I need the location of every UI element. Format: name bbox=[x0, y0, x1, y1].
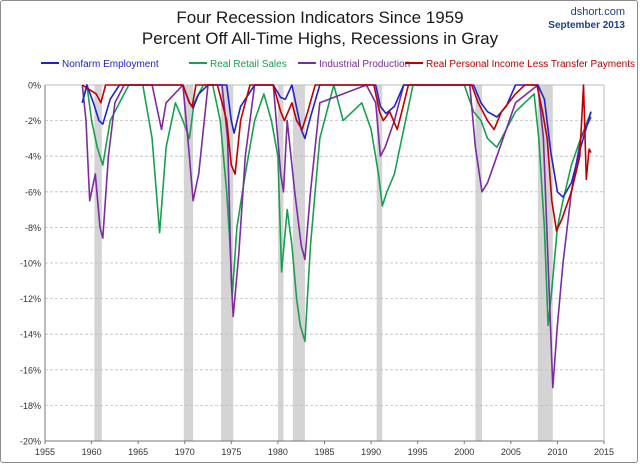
x-tick-label: 1975 bbox=[221, 447, 241, 457]
y-tick-label: -6% bbox=[25, 187, 41, 197]
recession-band-2 bbox=[183, 85, 194, 441]
x-tick-label: 1965 bbox=[128, 447, 148, 457]
legend-item-nonfarm: Nonfarm Employment bbox=[41, 58, 159, 72]
y-tick-label: -18% bbox=[20, 401, 41, 411]
x-tick-label: 1980 bbox=[268, 447, 288, 457]
source-site: dshort.com bbox=[570, 6, 625, 18]
legend-swatch-industrial bbox=[298, 62, 316, 65]
legend-swatch-retail bbox=[189, 62, 207, 65]
recession-band-1 bbox=[94, 85, 102, 441]
x-tick-label: 1990 bbox=[361, 447, 381, 457]
legend-item-retail: Real Retail Sales bbox=[189, 58, 287, 72]
legend-swatch-income bbox=[405, 62, 423, 65]
x-tick-label: 1960 bbox=[82, 447, 102, 457]
y-tick-label: -16% bbox=[20, 365, 41, 375]
source-credit: dshort.com September 2013 bbox=[548, 6, 625, 32]
y-tick-label: -14% bbox=[20, 330, 41, 340]
chart-title-line1: Four Recession Indicators Since 1959 bbox=[176, 8, 464, 27]
legend-item-industrial: Industrial Production bbox=[298, 58, 410, 72]
legend-label-income: Real Personal Income Less Transfer Payme… bbox=[426, 59, 635, 70]
x-tick-label: 2010 bbox=[547, 447, 567, 457]
legend-label-retail: Real Retail Sales bbox=[210, 59, 287, 70]
y-tick-label: -20% bbox=[20, 437, 41, 447]
x-tick-label: 2015 bbox=[594, 447, 614, 457]
x-tick-label: 2005 bbox=[501, 447, 521, 457]
x-tick-label: 1955 bbox=[35, 447, 55, 457]
legend-label-industrial: Industrial Production bbox=[319, 59, 411, 70]
recession-band-5 bbox=[292, 85, 305, 441]
legend-label-nonfarm: Nonfarm Employment bbox=[62, 59, 159, 70]
y-tick-label: -4% bbox=[25, 152, 41, 162]
series-line-nonfarm bbox=[81, 84, 592, 198]
y-tick-label: -12% bbox=[20, 294, 41, 304]
recession-band-7 bbox=[475, 85, 482, 441]
x-tick-label: 2000 bbox=[454, 447, 474, 457]
chart-title-line2: Percent Off All-Time Highs, Recessions i… bbox=[141, 29, 499, 48]
recession-band-6 bbox=[376, 85, 383, 441]
y-tick-label: 0% bbox=[28, 81, 41, 91]
series-line-retail bbox=[81, 84, 592, 343]
y-tick-label: -10% bbox=[20, 259, 41, 269]
x-tick-label: 1995 bbox=[408, 447, 428, 457]
series-line-income bbox=[81, 84, 592, 232]
series-line-industrial bbox=[81, 84, 592, 389]
x-tick-label: 1970 bbox=[175, 447, 195, 457]
y-tick-label: -2% bbox=[25, 116, 41, 126]
y-tick-label: -8% bbox=[25, 223, 41, 233]
chart-title: Four Recession Indicators Since 1959 Per… bbox=[1, 7, 639, 49]
legend-item-income: Real Personal Income Less Transfer Payme… bbox=[405, 58, 635, 72]
source-date: September 2013 bbox=[548, 20, 625, 31]
x-tick-label: 1985 bbox=[314, 447, 334, 457]
legend-swatch-nonfarm bbox=[41, 62, 59, 65]
